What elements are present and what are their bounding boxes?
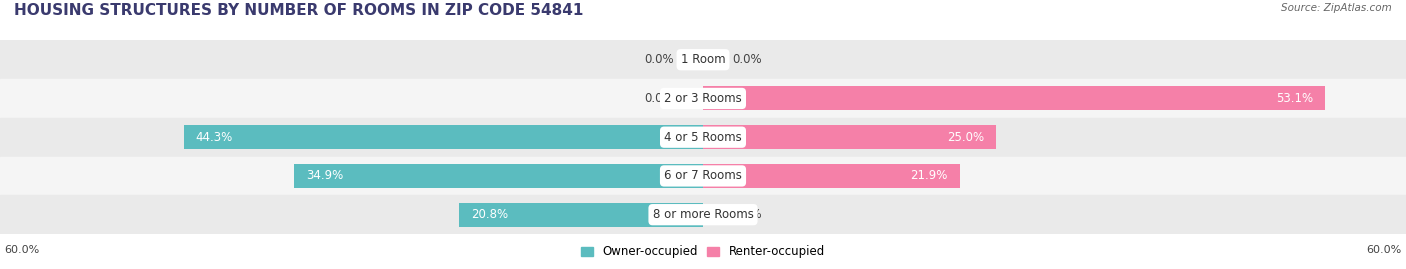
Text: 44.3%: 44.3% xyxy=(195,131,233,144)
Text: 53.1%: 53.1% xyxy=(1277,92,1313,105)
Text: 20.8%: 20.8% xyxy=(471,208,508,221)
Bar xyxy=(0,79,1406,118)
Bar xyxy=(460,203,703,227)
Legend: Owner-occupied, Renter-occupied: Owner-occupied, Renter-occupied xyxy=(576,241,830,263)
Bar xyxy=(294,164,703,188)
Bar xyxy=(0,195,1406,234)
Bar xyxy=(184,125,703,149)
Text: 1 Room: 1 Room xyxy=(681,53,725,66)
Text: 60.0%: 60.0% xyxy=(4,245,39,255)
Text: 25.0%: 25.0% xyxy=(948,131,984,144)
Bar xyxy=(0,118,1406,157)
Text: 21.9%: 21.9% xyxy=(911,169,948,182)
Text: 0.0%: 0.0% xyxy=(644,92,673,105)
Text: 0.0%: 0.0% xyxy=(733,53,762,66)
Text: 6 or 7 Rooms: 6 or 7 Rooms xyxy=(664,169,742,182)
Text: Source: ZipAtlas.com: Source: ZipAtlas.com xyxy=(1281,3,1392,13)
Text: HOUSING STRUCTURES BY NUMBER OF ROOMS IN ZIP CODE 54841: HOUSING STRUCTURES BY NUMBER OF ROOMS IN… xyxy=(14,3,583,18)
Bar xyxy=(703,164,960,188)
Text: 8 or more Rooms: 8 or more Rooms xyxy=(652,208,754,221)
Bar xyxy=(0,40,1406,79)
Text: 0.0%: 0.0% xyxy=(733,208,762,221)
Text: 2 or 3 Rooms: 2 or 3 Rooms xyxy=(664,92,742,105)
Text: 60.0%: 60.0% xyxy=(1367,245,1402,255)
Bar xyxy=(703,125,995,149)
Text: 34.9%: 34.9% xyxy=(307,169,343,182)
Text: 4 or 5 Rooms: 4 or 5 Rooms xyxy=(664,131,742,144)
Bar xyxy=(0,157,1406,195)
Bar xyxy=(703,86,1324,111)
Text: 0.0%: 0.0% xyxy=(644,53,673,66)
